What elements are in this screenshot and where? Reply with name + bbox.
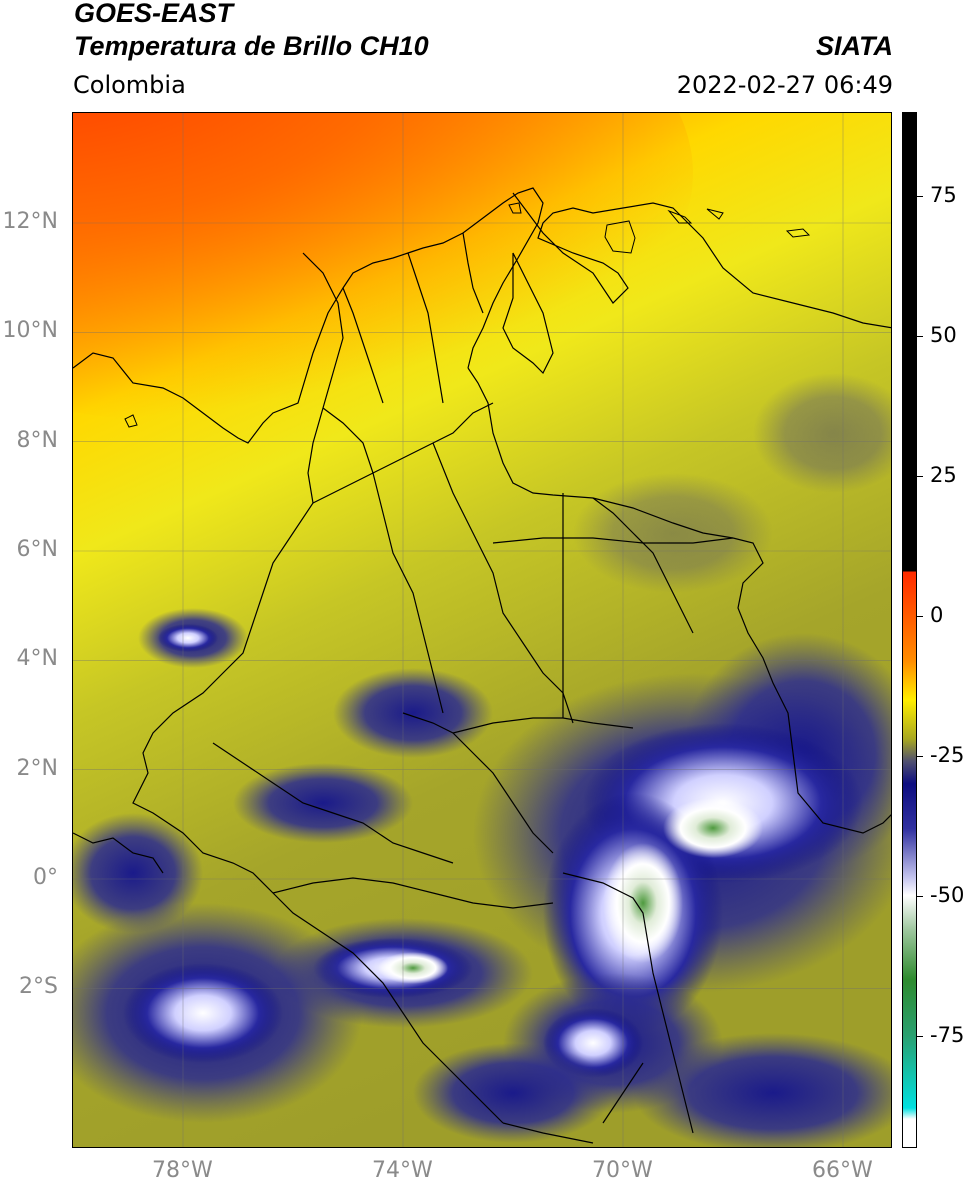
colorbar-tick [917, 196, 923, 197]
colorbar-tick-label: 0 [930, 603, 944, 627]
colorbar-tick-label: -25 [930, 743, 965, 767]
latitude-label: 4°N [16, 646, 58, 672]
title-line2: Temperatura de Brillo CH10 [74, 31, 429, 61]
latitude-label: 2°S [19, 974, 58, 1000]
latitude-label: 2°N [16, 755, 58, 781]
longitude-label: 74°W [372, 1158, 433, 1183]
latitude-label: 8°N [16, 427, 58, 453]
boundaries [73, 187, 891, 1144]
longitude-label: 66°W [812, 1158, 873, 1183]
colorbar-tick [917, 476, 923, 477]
colorbar-tick-label: 50 [930, 323, 957, 347]
colorbar-tick-label: 25 [930, 463, 957, 487]
datetime-label: 2022-02-27 06:49 [676, 71, 893, 99]
colorbar [902, 112, 917, 1148]
colorbar-tick [917, 896, 923, 897]
longitude-label: 70°W [592, 1158, 653, 1183]
latitude-label: 0° [33, 865, 58, 890]
latitude-label: 12°N [2, 209, 58, 234]
warm-region [73, 113, 693, 423]
colorbar-tick [917, 756, 923, 757]
title-line1: GOES-EAST [74, 0, 234, 28]
satellite-map [72, 112, 892, 1148]
map-canvas [73, 113, 891, 1147]
agency-label: SIATA [816, 31, 893, 61]
colorbar-tick [917, 336, 923, 337]
colorbar-tick [917, 1036, 923, 1037]
colorbar-tick [917, 616, 923, 617]
longitude-label: 78°W [152, 1158, 213, 1183]
region-label: Colombia [73, 71, 186, 99]
latitude-label: 6°N [16, 537, 58, 562]
latitude-label: 10°N [2, 318, 58, 344]
colorbar-tick-label: -50 [930, 883, 965, 907]
islands [124, 202, 811, 428]
colorbar-tick-label: -75 [930, 1023, 965, 1047]
colorbar-tick-label: 75 [930, 183, 957, 207]
